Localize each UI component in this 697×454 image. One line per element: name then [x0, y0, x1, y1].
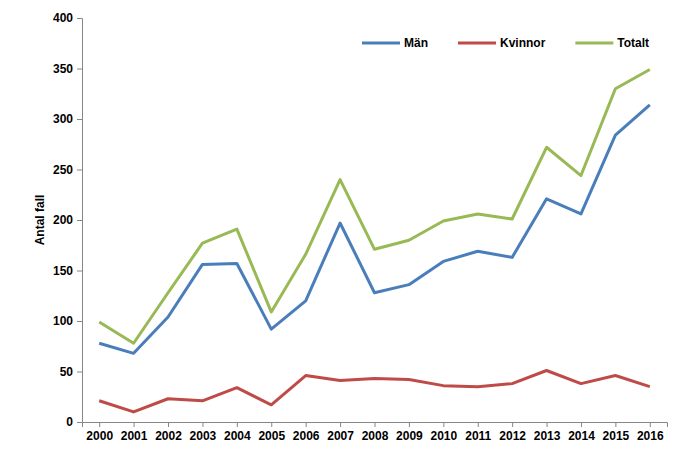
y-tick-label: 100: [53, 314, 73, 328]
x-axis: 2000 2001 2002 2003 2004 2005 2006 2007 2008 2009…: [83, 422, 668, 443]
x-tick-label: 2001: [121, 429, 148, 443]
x-tick-label: 2002: [155, 429, 182, 443]
y-tick-mark: [77, 119, 82, 120]
legend-label: Kvinnor: [500, 36, 546, 50]
legend-swatch: [362, 42, 400, 45]
legend-swatch: [458, 42, 496, 45]
x-tick-mark: [581, 422, 582, 427]
x-tick-label: 2003: [190, 429, 217, 443]
x-tick-mark: [547, 422, 548, 427]
x-tick: 2005: [258, 422, 285, 443]
series-line: [99, 370, 650, 411]
y-tick-label: 150: [53, 264, 73, 278]
x-tick-label: 2015: [603, 429, 630, 443]
x-axis-line: [83, 423, 668, 428]
x-tick-mark: [650, 422, 651, 427]
x-tick: 2011: [465, 422, 491, 443]
x-tick-label: 2013: [534, 429, 561, 443]
x-tick: 2008: [362, 422, 389, 443]
y-axis-line: [77, 19, 83, 423]
y-tick-mark: [77, 321, 82, 322]
x-tick-label: 2005: [258, 429, 285, 443]
legend-entry: Män: [362, 36, 428, 50]
x-tick-label: 2016: [637, 429, 664, 443]
legend: Män Kvinnor Totalt: [362, 36, 649, 50]
legend-label: Totalt: [617, 36, 649, 50]
x-tick: 2002: [155, 422, 182, 443]
x-tick-mark: [409, 422, 410, 427]
y-tick: 200: [53, 213, 82, 227]
legend-entry: Totalt: [575, 36, 649, 50]
x-tick-label: 2008: [362, 429, 389, 443]
y-tick-mark: [77, 271, 82, 272]
plot-area: 0 50 100 150 200 250 300 350 400 2000 2001 2002 2003…: [53, 11, 668, 442]
x-tick-mark: [478, 422, 479, 427]
x-tick: 2014: [568, 422, 595, 443]
x-tick-mark: [512, 422, 513, 427]
x-tick: 2016: [637, 422, 664, 443]
x-tick: 2000: [86, 422, 113, 443]
x-tick-mark: [443, 422, 444, 427]
x-tick-label: 2006: [293, 429, 320, 443]
y-tick-mark: [77, 18, 82, 19]
x-tick-mark: [306, 422, 307, 427]
y-tick: 250: [53, 163, 82, 177]
x-tick: 2015: [603, 422, 630, 443]
x-tick: 2004: [224, 422, 251, 443]
x-tick-label: 2012: [499, 429, 526, 443]
x-tick-label: 2009: [396, 429, 423, 443]
x-tick-mark: [134, 422, 135, 427]
x-tick: 2012: [499, 422, 526, 443]
y-tick-mark: [77, 372, 82, 373]
x-tick-mark: [168, 422, 169, 427]
x-tick-label: 2011: [465, 429, 491, 443]
y-tick-label: 0: [66, 415, 73, 429]
x-tick: 2009: [396, 422, 423, 443]
y-tick-mark: [77, 69, 82, 70]
y-tick: 400: [53, 11, 82, 25]
y-tick: 0: [66, 415, 82, 429]
y-tick-mark: [77, 170, 82, 171]
x-tick: 2007: [327, 422, 354, 443]
y-tick-label: 300: [53, 112, 73, 126]
y-axis: 0 50 100 150 200 250 300 350 400: [53, 11, 83, 429]
series-line: [99, 105, 650, 353]
x-tick-mark: [375, 422, 376, 427]
y-axis-title: Antal fall: [33, 195, 47, 246]
y-tick: 50: [60, 365, 82, 379]
series-line: [99, 70, 650, 344]
chart: 0 50 100 150 200 250 300 350 400 2000 2001 2002 2003…: [0, 0, 697, 454]
x-tick-label: 2000: [86, 429, 113, 443]
x-tick-label: 2007: [327, 429, 354, 443]
x-tick-mark: [202, 422, 203, 427]
x-tick-label: 2014: [568, 429, 595, 443]
y-tick-mark: [77, 422, 82, 423]
x-tick: 2003: [190, 422, 217, 443]
x-tick-mark: [271, 422, 272, 427]
y-tick-label: 50: [60, 365, 74, 379]
y-tick-label: 200: [53, 213, 73, 227]
x-tick-label: 2004: [224, 429, 251, 443]
legend-swatch: [575, 42, 613, 45]
y-tick: 350: [53, 62, 82, 76]
y-tick: 300: [53, 112, 82, 126]
x-tick: 2010: [430, 422, 457, 443]
x-tick: 2006: [293, 422, 320, 443]
x-tick: 2013: [534, 422, 561, 443]
y-tick-label: 350: [53, 62, 73, 76]
x-tick-label: 2010: [430, 429, 457, 443]
y-tick: 100: [53, 314, 82, 328]
x-tick-mark: [237, 422, 238, 427]
y-tick-label: 250: [53, 163, 73, 177]
lines: [99, 70, 650, 412]
x-tick-mark: [340, 422, 341, 427]
legend-label: Män: [404, 36, 428, 50]
y-tick: 150: [53, 264, 82, 278]
x-tick-mark: [99, 422, 100, 427]
y-tick-mark: [77, 220, 82, 221]
x-tick: 2001: [121, 422, 148, 443]
y-tick-label: 400: [53, 11, 73, 25]
legend-entry: Kvinnor: [458, 36, 546, 50]
x-tick-mark: [615, 422, 616, 427]
